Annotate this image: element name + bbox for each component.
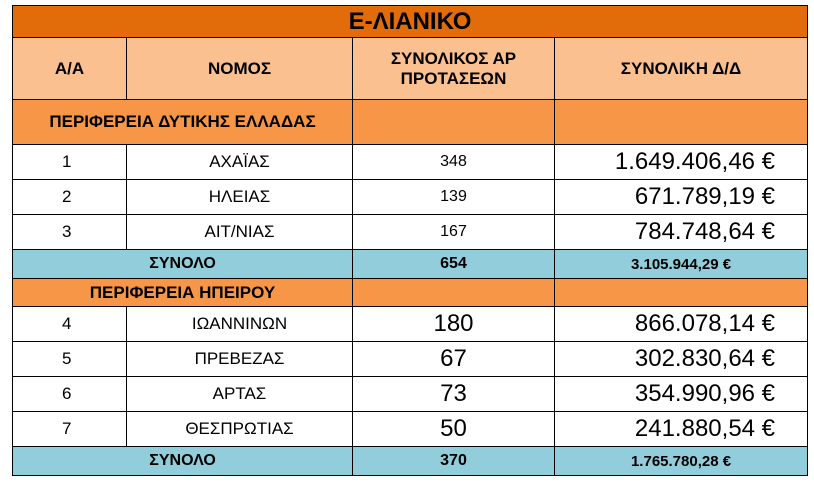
region-empty-cell	[352, 278, 555, 307]
total-row: ΣΥΝΟΛΟ 370 1.765.780,28 €	[12, 446, 809, 476]
table-row: 1 ΑΧΑΪΑΣ 348 1.649.406,46 €	[12, 144, 809, 180]
cell-count: 348	[352, 144, 555, 180]
cell-count: 180	[352, 306, 555, 342]
cell-count: 50	[352, 411, 555, 447]
cell-count: 139	[352, 179, 555, 215]
header-nomos: ΝΟΜΟΣ	[126, 37, 353, 100]
region-name: ΠΕΡΙΦΕΡΕΙΑ ΗΠΕΙΡΟΥ	[12, 278, 353, 307]
region-empty-cell	[553, 278, 809, 307]
title-row: Ε-ΛΙΑΝΙΚΟ	[11, 5, 809, 38]
cell-amount: 671.789,19 €	[553, 179, 809, 215]
cell-amount: 354.990,96 €	[553, 376, 809, 412]
cell-aa: 7	[12, 411, 127, 447]
total-label: ΣΥΝΟΛΟ	[12, 446, 353, 476]
total-amount: 1.765.780,28 €	[553, 446, 809, 476]
spreadsheet-table-container: Ε-ΛΙΑΝΙΚΟ Α/Α ΝΟΜΟΣ ΣΥΝΟΛΙΚΟΣ ΑΡ ΠΡΟΤΑΣΕ…	[11, 5, 809, 476]
region-empty-cell	[352, 99, 555, 145]
cell-nomos: ΙΩΑΝΝΙΝΩΝ	[126, 306, 353, 342]
cell-nomos: ΑΙΤ/ΝΙΑΣ	[126, 214, 353, 250]
total-count: 370	[352, 446, 555, 476]
header-count: ΣΥΝΟΛΙΚΟΣ ΑΡ ΠΡΟΤΑΣΕΩΝ	[352, 37, 555, 100]
e-lianiko-table: Ε-ΛΙΑΝΙΚΟ Α/Α ΝΟΜΟΣ ΣΥΝΟΛΙΚΟΣ ΑΡ ΠΡΟΤΑΣΕ…	[11, 5, 809, 476]
table-title: Ε-ΛΙΑΝΙΚΟ	[11, 5, 809, 38]
table-row: 5 ΠΡΕΒΕΖΑΣ 67 302.830,64 €	[12, 341, 809, 377]
region-empty-cell	[553, 99, 809, 145]
cell-count: 167	[352, 214, 555, 250]
table-row: 3 ΑΙΤ/ΝΙΑΣ 167 784.748,64 €	[12, 214, 809, 250]
total-row: ΣΥΝΟΛΟ 654 3.105.944,29 €	[12, 249, 809, 279]
cell-amount: 866.078,14 €	[553, 306, 809, 342]
header-amount: ΣΥΝΟΛΙΚΗ Δ/Δ	[553, 37, 809, 100]
cell-amount: 784.748,64 €	[553, 214, 809, 250]
cell-aa: 5	[12, 341, 127, 377]
cell-nomos: ΠΡΕΒΕΖΑΣ	[126, 341, 353, 377]
table-row: 7 ΘΕΣΠΡΩΤΙΑΣ 50 241.880,54 €	[12, 411, 809, 447]
total-label: ΣΥΝΟΛΟ	[12, 249, 353, 279]
cell-amount: 241.880,54 €	[553, 411, 809, 447]
table-row: 6 ΑΡΤΑΣ 73 354.990,96 €	[12, 376, 809, 412]
cell-aa: 3	[12, 214, 127, 250]
cell-nomos: ΑΡΤΑΣ	[126, 376, 353, 412]
region-row: ΠΕΡΙΦΕΡΕΙΑ ΗΠΕΙΡΟΥ	[12, 278, 809, 307]
cell-count: 67	[352, 341, 555, 377]
header-row: Α/Α ΝΟΜΟΣ ΣΥΝΟΛΙΚΟΣ ΑΡ ΠΡΟΤΑΣΕΩΝ ΣΥΝΟΛΙΚ…	[12, 37, 809, 100]
cell-aa: 6	[12, 376, 127, 412]
cell-aa: 4	[12, 306, 127, 342]
table-row: 4 ΙΩΑΝΝΙΝΩΝ 180 866.078,14 €	[12, 306, 809, 342]
cell-nomos: ΘΕΣΠΡΩΤΙΑΣ	[126, 411, 353, 447]
cell-count: 73	[352, 376, 555, 412]
cell-aa: 1	[12, 144, 127, 180]
cell-nomos: ΗΛΕΙΑΣ	[126, 179, 353, 215]
cell-amount: 302.830,64 €	[553, 341, 809, 377]
total-amount: 3.105.944,29 €	[553, 249, 809, 279]
table-row: 2 ΗΛΕΙΑΣ 139 671.789,19 €	[12, 179, 809, 215]
cell-nomos: ΑΧΑΪΑΣ	[126, 144, 353, 180]
cell-aa: 2	[12, 179, 127, 215]
region-row: ΠΕΡΙΦΕΡΕΙΑ ΔΥΤΙΚΗΣ ΕΛΛΑΔΑΣ	[12, 99, 809, 145]
region-name: ΠΕΡΙΦΕΡΕΙΑ ΔΥΤΙΚΗΣ ΕΛΛΑΔΑΣ	[12, 99, 353, 145]
cell-amount: 1.649.406,46 €	[553, 144, 809, 180]
header-aa: Α/Α	[12, 37, 127, 100]
total-count: 654	[352, 249, 555, 279]
